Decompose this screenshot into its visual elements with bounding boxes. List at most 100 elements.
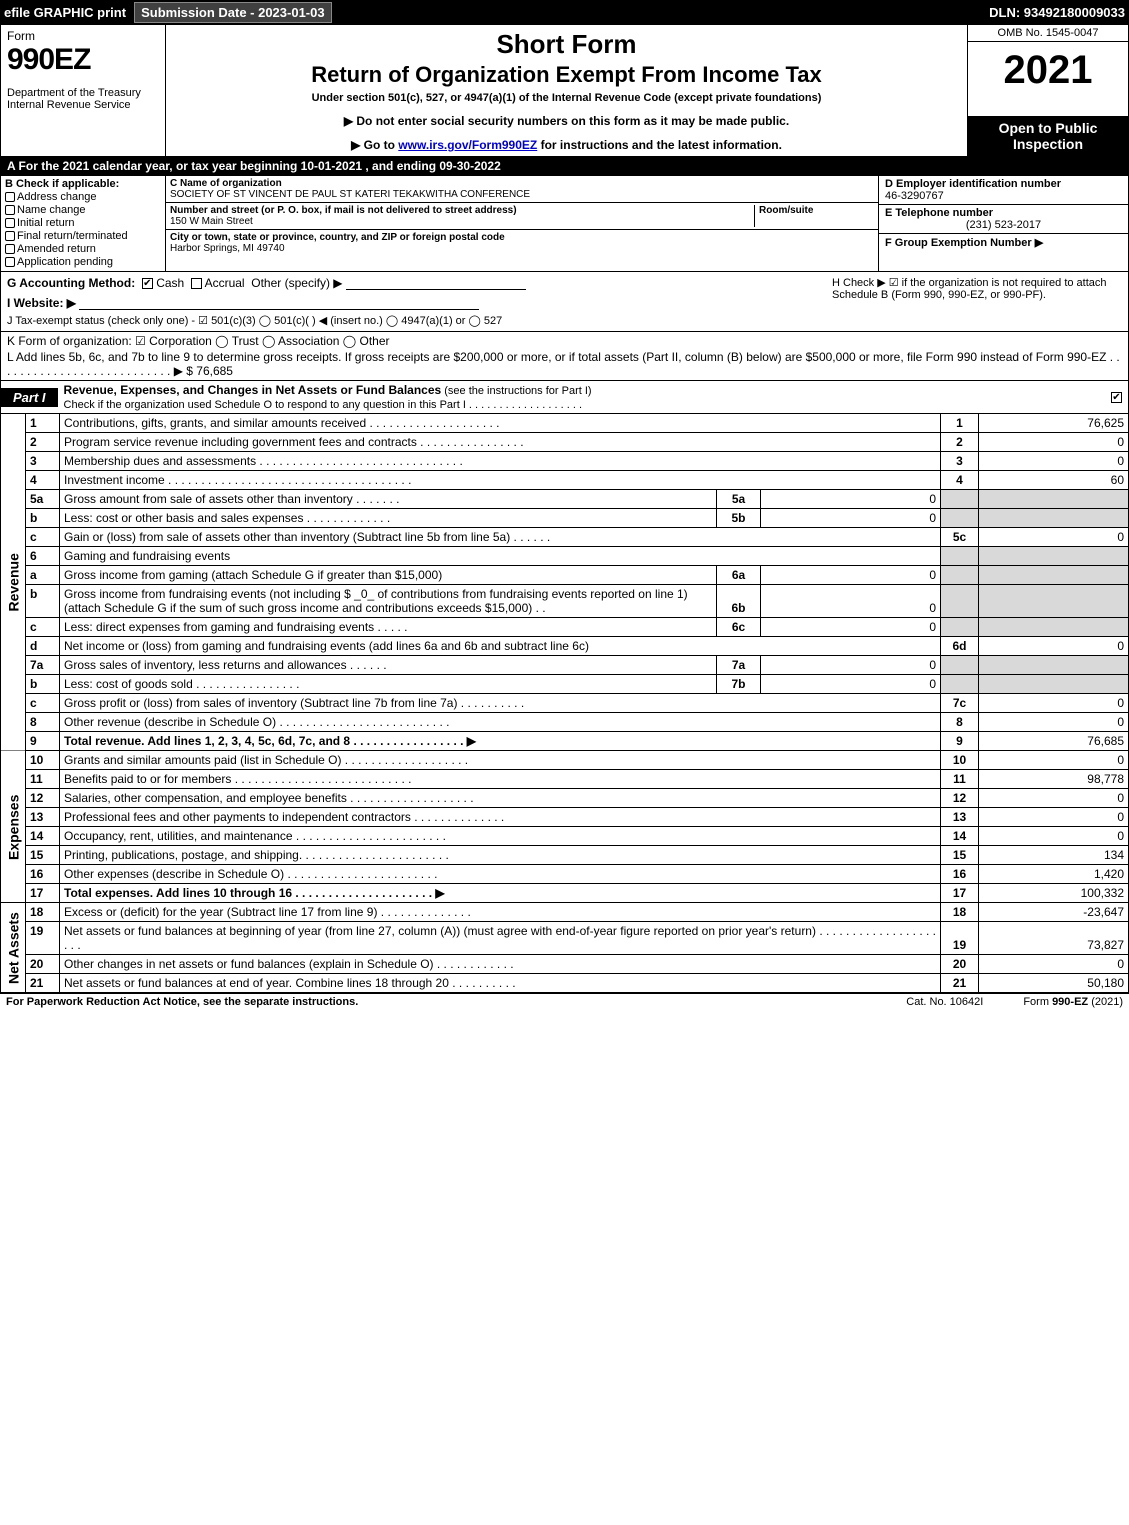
checkbox-icon [5,244,15,254]
footer-right: Form 990-EZ (2021) [1023,996,1123,1008]
irs-link[interactable]: www.irs.gov/Form990EZ [398,138,537,152]
cb-application-pending[interactable]: Application pending [5,256,161,268]
cb-amended-return[interactable]: Amended return [5,243,161,255]
g-cash: Cash [156,276,184,290]
cb-label: Initial return [17,217,74,229]
ln-20-desc: Other changes in net assets or fund bala… [60,955,941,974]
ln-7a-num: 7a [26,656,60,675]
ln-16-rt-val: 1,420 [979,865,1129,884]
ln-13-rt-num: 13 [941,808,979,827]
ln-5c-desc: Gain or (loss) from sale of assets other… [60,528,941,547]
ln-2-desc: Program service revenue including govern… [60,433,941,452]
ln-2-rt-val: 0 [979,433,1129,452]
ln-6a-num: a [26,566,60,585]
ln-9-num: 9 [26,732,60,751]
row-K: K Form of organization: ☑ Corporation ◯ … [7,334,1122,348]
cb-name-change[interactable]: Name change [5,204,161,216]
checkbox-icon [5,218,15,228]
ln-6c-desc: Less: direct expenses from gaming and fu… [60,618,717,637]
g-other: Other (specify) ▶ [251,276,342,290]
ln-6a-sub-val: 0 [761,566,941,585]
cb-initial-return[interactable]: Initial return [5,217,161,229]
ln-15-desc: Printing, publications, postage, and shi… [60,846,941,865]
g-accrual: Accrual [205,276,245,290]
ln-7b-sub-num: 7b [717,675,761,694]
checkbox-icon [5,192,15,202]
checkbox-accrual-icon[interactable] [191,278,202,289]
ln-19-rt-num: 19 [941,922,979,955]
section-C: C Name of organization SOCIETY OF ST VIN… [166,176,878,271]
cb-address-change[interactable]: Address change [5,191,161,203]
ln-21-num: 21 [26,974,60,993]
ln-7c-desc: Gross profit or (loss) from sales of inv… [60,694,941,713]
cb-label: Address change [17,191,97,203]
cb-final-return[interactable]: Final return/terminated [5,230,161,242]
submission-date-box: Submission Date - 2023-01-03 [134,2,332,23]
ln-20-num: 20 [26,955,60,974]
c-name-value: SOCIETY OF ST VINCENT DE PAUL ST KATERI … [170,189,874,200]
ln-13-rt-val: 0 [979,808,1129,827]
f-group-label: F Group Exemption Number ▶ [885,236,1122,249]
checkbox-cash-icon[interactable] [142,278,153,289]
grey-cell [941,490,979,509]
d-ein-label: D Employer identification number [885,178,1122,190]
ln-13-num: 13 [26,808,60,827]
ln-21-rt-num: 21 [941,974,979,993]
note2-pre: ▶ Go to [351,138,398,152]
ln-9-desc: Total revenue. Add lines 1, 2, 3, 4, 5c,… [60,732,941,751]
ln-6-desc: Gaming and fundraising events [60,547,941,566]
ln-10-desc: Grants and similar amounts paid (list in… [60,751,941,770]
grey-cell [941,566,979,585]
grey-cell [979,509,1129,528]
ln-6c-sub-val: 0 [761,618,941,637]
c-name-label: C Name of organization [170,178,874,189]
expenses-side-label: Expenses [1,751,26,903]
dept-label: Department of the Treasury Internal Reve… [7,87,159,111]
c-city-value: Harbor Springs, MI 49740 [170,243,874,254]
part1-schedule-o-checkbox-icon[interactable] [1111,392,1122,403]
ln-16-rt-num: 16 [941,865,979,884]
footer-right-pre: Form [1023,996,1052,1008]
efile-top-bar: efile GRAPHIC print Submission Date - 20… [0,0,1129,24]
ln-9-desc-text: Total revenue. Add lines 1, 2, 3, 4, 5c,… [64,734,476,748]
omb-number: OMB No. 1545-0047 [968,25,1128,42]
ln-12-num: 12 [26,789,60,808]
ln-1-desc: Contributions, gifts, grants, and simila… [60,414,941,433]
ln-12-rt-num: 12 [941,789,979,808]
i-website-blank [79,298,479,310]
grey-cell [941,618,979,637]
ln-11-desc: Benefits paid to or for members . . . . … [60,770,941,789]
ln-18-num: 18 [26,903,60,922]
ln-12-desc: Salaries, other compensation, and employ… [60,789,941,808]
grey-cell [979,656,1129,675]
header-middle: Short Form Return of Organization Exempt… [166,25,968,156]
form-note-1: ▶ Do not enter social security numbers o… [174,114,959,128]
c-street-value: 150 W Main Street [170,216,754,227]
dln-label: DLN: 93492180009033 [989,5,1125,20]
grey-cell [941,656,979,675]
form-word: Form [7,29,159,43]
part1-title: Revenue, Expenses, and Changes in Net As… [58,381,1111,413]
ln-17-rt-num: 17 [941,884,979,903]
ln-7a-desc: Gross sales of inventory, less returns a… [60,656,717,675]
ln-5c-rt-val: 0 [979,528,1129,547]
part1-header: Part I Revenue, Expenses, and Changes in… [0,381,1129,414]
checkbox-icon [5,257,15,267]
ln-7c-rt-num: 7c [941,694,979,713]
grey-cell [941,547,979,566]
section-KL: K Form of organization: ☑ Corporation ◯ … [0,332,1129,381]
ln-19-desc: Net assets or fund balances at beginning… [60,922,941,955]
cb-label: Amended return [17,243,96,255]
part1-lines-table: Revenue 1 Contributions, gifts, grants, … [0,414,1129,993]
ln-6c-sub-num: 6c [717,618,761,637]
ln-6b-num: b [26,585,60,618]
ln-8-num: 8 [26,713,60,732]
ln-17-desc: Total expenses. Add lines 10 through 16 … [60,884,941,903]
line-A-tax-year: A For the 2021 calendar year, or tax yea… [0,157,1129,176]
ln-9-rt-val: 76,685 [979,732,1129,751]
efile-print-label: efile GRAPHIC print [4,5,126,20]
ln-6d-rt-val: 0 [979,637,1129,656]
header-left: Form 990EZ Department of the Treasury In… [1,25,166,156]
ln-4-desc: Investment income . . . . . . . . . . . … [60,471,941,490]
g-other-blank [346,278,526,290]
